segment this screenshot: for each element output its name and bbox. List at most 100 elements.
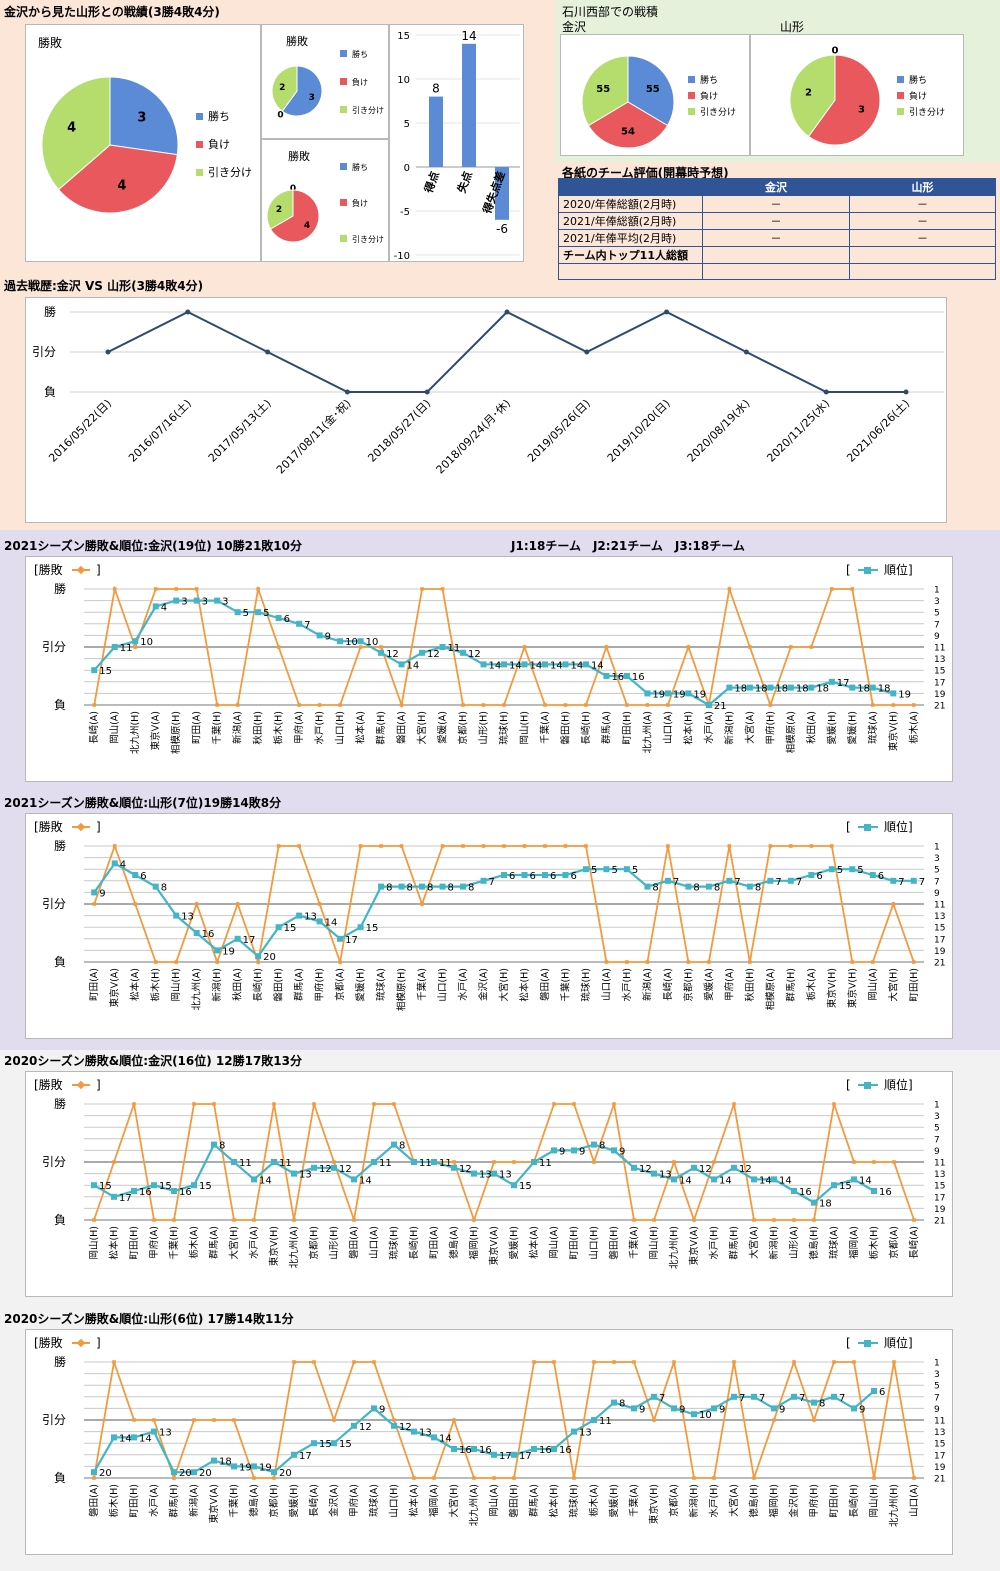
rank-data-label: 14	[529, 660, 542, 671]
rank-point	[357, 924, 364, 931]
result-point	[194, 587, 199, 591]
rank-point	[631, 1164, 637, 1171]
legend-result-marker	[76, 822, 86, 832]
rank-data-label: 12	[386, 649, 399, 660]
x-tick-label: 松本(A)	[129, 968, 141, 1001]
rank-data-label: 14	[259, 1175, 272, 1186]
rank-data-label: 9	[379, 1404, 385, 1415]
result-point	[502, 844, 506, 848]
result-point	[852, 1360, 856, 1364]
rank-data-label: 16	[559, 1445, 572, 1456]
rank-data-label: 14	[489, 660, 502, 671]
x-tick-label: 甲府(H)	[808, 1484, 820, 1518]
rank-tick-label: 7	[934, 620, 940, 630]
rank-data-label: 20	[279, 1468, 292, 1479]
result-point	[317, 703, 322, 707]
rank-data-label: 12	[359, 1422, 372, 1433]
season-panel: 勝引分負 1 3 5 7 9 11 13 15 17 19 21 [勝敗][順位] 9 4 6 8 13 16 19 1…	[25, 813, 953, 1039]
rank-point	[511, 1451, 517, 1458]
rank-data-label: 5	[611, 865, 617, 876]
ishikawa-yamagata-label: 山形	[780, 20, 805, 34]
result-point	[338, 960, 342, 964]
legend-label: 負け	[700, 90, 718, 102]
x-tick-label: 磐田(H)	[273, 968, 285, 1002]
rank-data-label: 14	[679, 1175, 692, 1186]
rank-point	[787, 877, 794, 884]
x-tick-label: 2020/08/19(水)	[685, 397, 753, 465]
x-tick-label: 愛媛(A)	[437, 711, 449, 744]
x-tick-label: 山口(H)	[389, 1484, 400, 1518]
x-tick-label: 群馬(H)	[375, 711, 387, 745]
x-tick-label: 山口(H)	[589, 1226, 600, 1260]
x-tick-label: 失点	[454, 169, 475, 194]
result-point	[672, 1360, 676, 1364]
result-point	[512, 1476, 516, 1480]
history-point	[743, 349, 749, 355]
evaluation-table: 金沢 山形 2020/年俸総額(2月時) －－ 2021/年俸総額(2月時) －－ …	[558, 178, 996, 280]
legend-swatch	[340, 106, 347, 113]
rank-point	[808, 684, 815, 691]
rank-data-label: 19	[222, 946, 235, 957]
legend-result-marker	[76, 1338, 86, 1348]
x-tick-label: 町田(A)	[89, 968, 100, 1001]
x-tick-label: 新潟(A)	[232, 711, 244, 744]
x-tick-label: 千葉(H)	[559, 968, 571, 1002]
legend-label: 勝ち	[909, 74, 927, 86]
ishikawa-title: 石川西部での戦積	[562, 5, 659, 19]
x-tick-label: 町田(H)	[129, 1226, 140, 1260]
result-point	[276, 645, 281, 649]
rank-point	[337, 638, 344, 645]
result-point	[809, 844, 814, 848]
result-point	[392, 1102, 396, 1106]
x-tick-label: 大宮(A)	[744, 711, 756, 744]
x-tick-label: 千葉(A)	[539, 711, 551, 744]
result-point	[420, 587, 424, 591]
rank-data-label: 14	[779, 1175, 792, 1186]
rank-line	[93, 1390, 875, 1474]
y-tick-label: 引分	[42, 1155, 66, 1169]
rank-data-label: 11	[120, 643, 133, 654]
rank-data-label: 13	[299, 1170, 312, 1181]
rank-data-label: 8	[427, 883, 433, 894]
result-point	[692, 1476, 696, 1480]
legend-rank-open: [	[846, 820, 851, 834]
x-tick-label: 福岡(H)	[768, 1484, 780, 1518]
x-tick-label: 京都(H)	[682, 968, 694, 1002]
rank-tick-label: 9	[934, 1147, 940, 1157]
rank-line	[93, 599, 894, 707]
rank-data-label: 20	[199, 1468, 212, 1479]
x-tick-label: 金沢(A)	[328, 1484, 340, 1517]
result-point	[252, 1218, 256, 1222]
evaluation-cell-yamagata: －	[849, 212, 996, 230]
rank-point	[480, 877, 487, 884]
rank-point	[705, 702, 712, 708]
rank-point	[378, 883, 385, 890]
history-title: 過去戦歴:金沢 VS 山形(3勝4敗4分)	[4, 279, 204, 293]
x-tick-label: 金沢(H)	[788, 1484, 800, 1518]
x-tick-label: 相模原(H)	[170, 711, 182, 754]
x-tick-label: 千葉(H)	[168, 1226, 180, 1260]
result-point	[852, 1160, 856, 1164]
result-point	[352, 1218, 356, 1222]
rank-point	[296, 620, 303, 627]
x-tick-label: 東京V(H)	[887, 711, 899, 751]
result-point	[748, 645, 752, 649]
rank-data-label: 11	[419, 1158, 432, 1169]
x-tick-label: 東京V(A)	[109, 968, 121, 1007]
rank-tick-label: 17	[934, 1451, 945, 1461]
rank-point	[391, 1141, 397, 1148]
y-tick-label: 10	[397, 75, 410, 86]
x-tick-label: 北九州(A)	[468, 1484, 480, 1526]
x-tick-label: 琉球(H)	[580, 968, 592, 1002]
result-point	[440, 587, 445, 591]
rank-point	[191, 1182, 197, 1189]
rank-data-label: 13	[659, 1170, 672, 1181]
rank-point	[480, 661, 487, 668]
result-point	[752, 1218, 756, 1222]
x-tick-label: 山口(H)	[438, 968, 449, 1002]
rank-data-label: 15	[159, 1181, 172, 1192]
rank-data-label: 11	[239, 1158, 252, 1169]
rank-point	[451, 1164, 457, 1171]
